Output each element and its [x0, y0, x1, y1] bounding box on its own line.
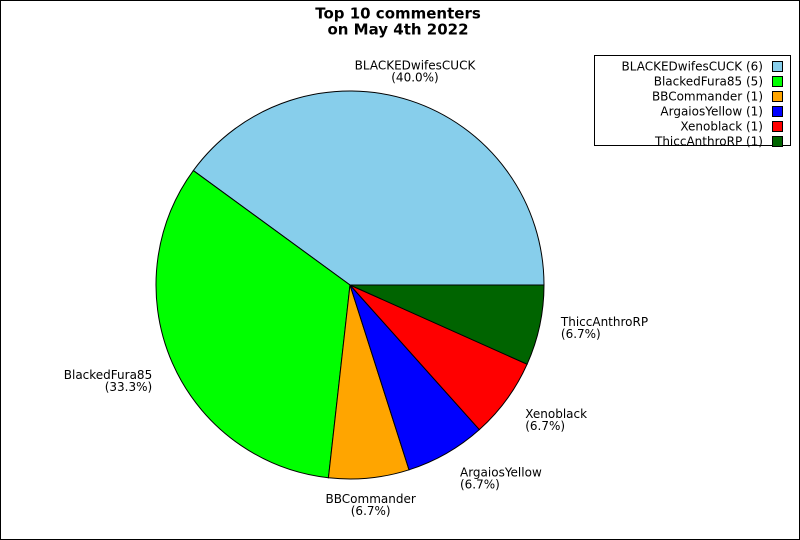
pie-slice: [155, 169, 351, 479]
legend-label: BBCommander (1): [652, 90, 763, 104]
slice-label: BlackedFura85: [64, 368, 152, 382]
legend-label: BLACKEDwifesCUCK (6): [622, 60, 764, 74]
legend-label: ArgaiosYellow (1): [660, 105, 763, 119]
pie-slice: [349, 284, 545, 365]
chart-title: Top 10 commenters: [315, 5, 481, 23]
slice-value-label: (6.7%): [525, 419, 565, 433]
slice-value-label: (40.0%): [391, 70, 438, 84]
slice-value-label: (33.3%): [105, 380, 152, 394]
legend-label: Xenoblack (1): [680, 120, 763, 134]
slice-label: Xenoblack: [525, 407, 587, 421]
slice-label: ThiccAnthroRP: [560, 315, 648, 329]
slice-value-label: (6.7%): [561, 327, 601, 341]
pie-slice: [192, 90, 545, 286]
slice-label: BLACKEDwifesCUCK: [355, 58, 477, 72]
slice-value-label: (6.7%): [460, 477, 500, 491]
legend-swatch: [772, 91, 783, 102]
legend-swatch: [772, 61, 783, 72]
legend-box: [594, 55, 791, 146]
legend-swatch: [772, 76, 783, 87]
legend-label: BlackedFura85 (5): [654, 75, 763, 89]
legend-swatch: [772, 136, 783, 147]
chart-title: on May 4th 2022: [327, 21, 468, 39]
legend-label: ThiccAnthroRP (1): [654, 135, 763, 149]
slice-label: BBCommander: [326, 492, 416, 506]
legend-swatch: [772, 106, 783, 117]
legend-swatch: [772, 121, 783, 132]
slice-value-label: (6.7%): [351, 504, 391, 518]
slice-label: ArgaiosYellow: [460, 465, 542, 479]
